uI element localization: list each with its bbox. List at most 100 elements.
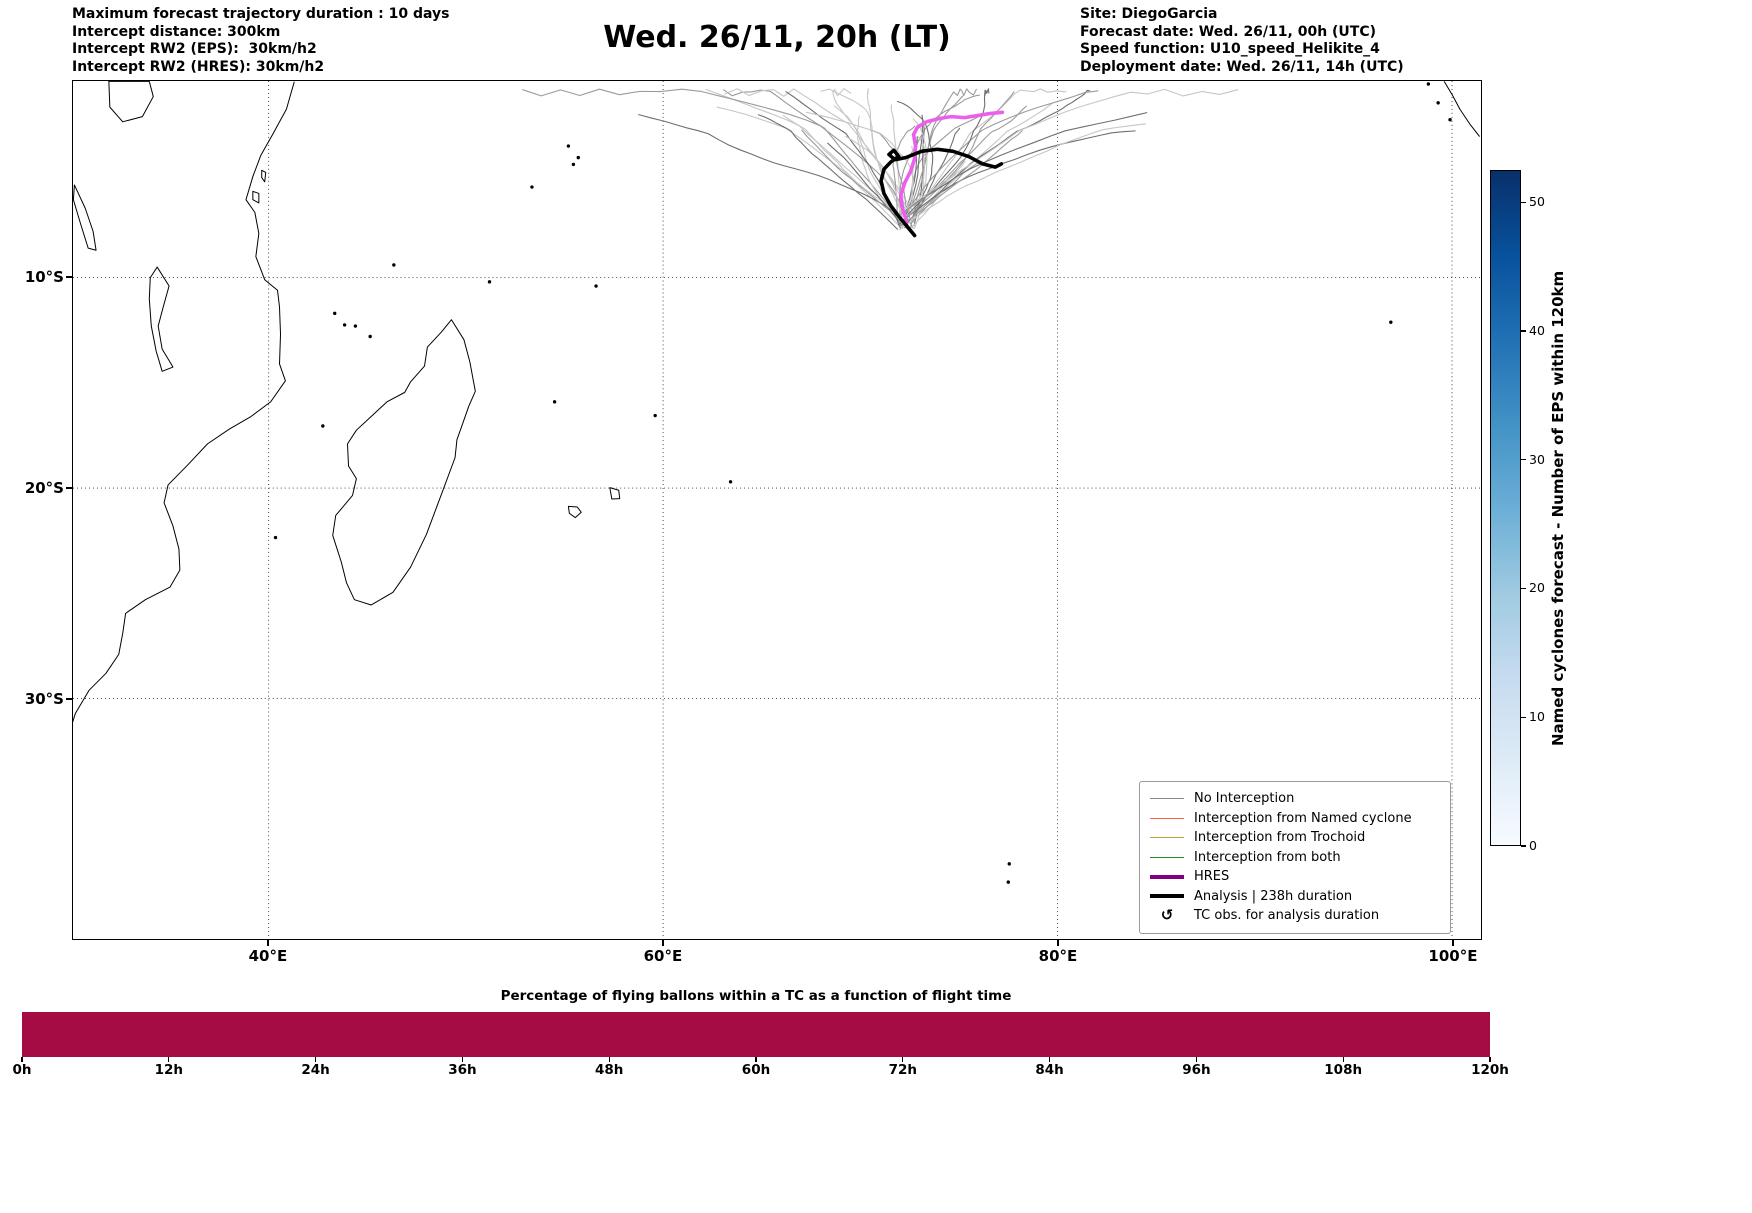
colorbar-tick-mark [1521, 330, 1526, 332]
map-panel: No Interception Interception from Named … [72, 80, 1482, 940]
coastline-lake-tanganyika [73, 184, 97, 251]
ensemble-trajectory [897, 88, 1239, 216]
olive-line-icon [1150, 837, 1184, 839]
flight-time-tick-label: 108h [1324, 1062, 1363, 1078]
flight-time-tick-mark [1342, 1057, 1344, 1062]
islet [392, 263, 396, 267]
legend-item-no-interception: No Interception [1150, 789, 1440, 809]
legend-item-named-cyclone: Interception from Named cyclone [1150, 809, 1440, 829]
islet [342, 323, 347, 327]
islet [653, 413, 657, 418]
green-line-icon [1150, 856, 1184, 858]
legend-label: Interception from Named cyclone [1194, 810, 1412, 826]
y-tick-mark [66, 487, 72, 489]
y-tick-label: 20°S [24, 479, 64, 498]
orange-line-icon [1150, 817, 1184, 819]
flight-time-tick-mark [461, 1057, 463, 1062]
ensemble-trajectory [866, 88, 904, 215]
flight-time-tick-mark [1049, 1057, 1051, 1062]
flight-time-tick-mark [21, 1057, 23, 1062]
x-tick-label: 60°E [643, 947, 683, 965]
legend-label: No Interception [1194, 791, 1295, 807]
ensemble-trajectory [832, 88, 915, 214]
flight-time-tick-label: 120h [1471, 1062, 1509, 1078]
ensemble-trajectory [904, 127, 961, 229]
colorbar-tick-mark [1521, 459, 1526, 461]
x-tick-label: 100°E [1428, 947, 1478, 965]
x-tick-label: 40°E [248, 947, 288, 965]
ensemble-trajectory [912, 88, 1067, 223]
info-line-speed-function: Speed function: U10_speed_Helikite_4 [1080, 41, 1380, 57]
colorbar-tick-mark [1521, 201, 1526, 203]
x-tick-mark [662, 940, 664, 946]
coastline-lake-victoria [108, 81, 154, 123]
islet [571, 162, 576, 167]
ensemble-trajectory [845, 135, 904, 229]
flight-time-tick-label: 36h [448, 1062, 477, 1078]
islet [1448, 118, 1452, 122]
gray-line-icon [1150, 798, 1184, 800]
flight-time-tick-mark [1195, 1057, 1197, 1062]
ensemble-trajectory [910, 160, 983, 224]
islet [1426, 82, 1431, 86]
legend-label: Interception from Trochoid [1194, 830, 1366, 846]
coastline-madagascar [332, 319, 476, 606]
colorbar-tick-mark [1521, 845, 1526, 847]
flight-time-tick-label: 0h [12, 1062, 32, 1078]
coastline-reunion [567, 505, 582, 519]
flight-time-tick-label: 72h [888, 1062, 917, 1078]
islet [333, 311, 337, 316]
map-svg [73, 81, 1481, 939]
legend-label: TC obs. for analysis duration [1194, 908, 1380, 924]
colorbar-tick-label: 30 [1529, 451, 1545, 467]
islet [368, 334, 372, 339]
x-tick-mark [1057, 940, 1059, 946]
bottom-chart-title: Percentage of flying ballons within a TC… [500, 988, 1012, 1004]
legend-item-analysis: Analysis | 238h duration [1150, 887, 1440, 907]
ensemble-trajectory [900, 91, 1015, 224]
analysis-track [879, 147, 1004, 238]
flight-time-tick-mark [902, 1057, 904, 1062]
coastline-zanzibar [252, 190, 260, 204]
ensemble-trajectory [716, 106, 901, 228]
islet [594, 284, 598, 288]
flight-time-tick-mark [1489, 1057, 1491, 1062]
islet [576, 155, 580, 160]
ensemble-trajectory [724, 88, 911, 214]
ensemble-trajectory [898, 105, 1028, 217]
purple-line-icon [1150, 874, 1184, 879]
coastline-sumatra-west-coast [1443, 81, 1480, 137]
tc-obs-cyclone-icon: ↺ [1150, 908, 1184, 923]
islet [1436, 101, 1440, 105]
ensemble-trajectory [901, 111, 1148, 214]
colorbar-tick-label: 20 [1529, 580, 1545, 596]
info-line-forecast-date: Forecast date: Wed. 26/11, 00h (UTC) [1080, 23, 1377, 40]
info-line-deployment-date: Deployment date: Wed. 26/11, 14h (UTC) [1080, 58, 1404, 75]
colorbar-tick-mark [1521, 587, 1526, 590]
flight-time-tick-label: 12h [154, 1062, 183, 1078]
legend-label: HRES [1194, 869, 1230, 885]
legend-item-hres: HRES [1150, 867, 1440, 887]
info-line-intercept-distance: Intercept distance: 300km [72, 23, 281, 40]
legend-label: Interception from both [1194, 849, 1341, 865]
ensemble-trajectory [801, 129, 906, 224]
flight-time-tick-label: 48h [594, 1062, 624, 1078]
coastline-pemba-island [261, 169, 267, 183]
colorbar-tick-label: 0 [1529, 838, 1537, 853]
islet [530, 185, 534, 189]
flight-time-tick-label: 96h [1182, 1062, 1211, 1078]
flight-time-tick-label: 60h [741, 1062, 771, 1078]
ensemble-trajectory [892, 125, 916, 212]
islet [1007, 862, 1011, 866]
cyclone-symbol: ↺ [1160, 906, 1174, 925]
ensemble-trajectory [522, 88, 914, 229]
coastline-lake-malawi [148, 266, 174, 372]
coastline-mauritius [609, 487, 621, 500]
hres-track [898, 110, 1005, 224]
info-top-right: Site: DiegoGarcia Forecast date: Wed. 26… [1080, 6, 1404, 76]
page-title: Wed. 26/11, 20h (LT) [603, 20, 951, 55]
islet [321, 424, 325, 428]
y-tick-label: 30°S [24, 690, 64, 709]
islet [353, 324, 358, 328]
